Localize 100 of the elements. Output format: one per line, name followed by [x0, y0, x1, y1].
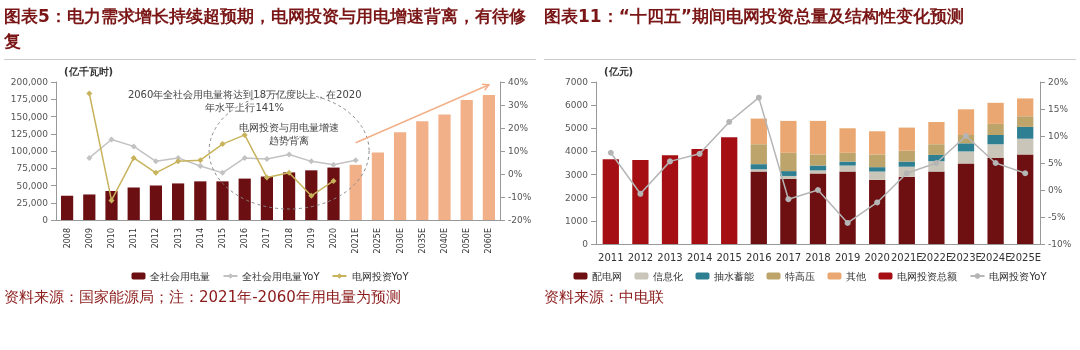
x-tick-label: 2021E: [890, 251, 923, 263]
bar: [869, 171, 886, 180]
point: [963, 133, 969, 139]
x-tick-label: 2015: [218, 228, 227, 249]
point: [175, 158, 182, 165]
bar: [869, 131, 886, 155]
x-tick-label: 2019: [834, 251, 861, 263]
bar: [238, 178, 251, 220]
point: [667, 158, 673, 165]
y-tick-label: 150,000: [10, 111, 49, 122]
bar: [260, 176, 274, 220]
bar: [83, 194, 96, 220]
point: [130, 143, 137, 150]
bar: [305, 170, 318, 220]
y2-tick-label: 40%: [508, 77, 529, 87]
point: [815, 187, 821, 193]
bar: [839, 171, 856, 244]
y-tick-label: 125,000: [10, 128, 49, 139]
point: [130, 154, 137, 161]
annotation: 2060年全社会用电量将达到18万亿度以上，在2020年水平上行141%: [127, 89, 362, 114]
x-tick-label: 2035E: [417, 228, 427, 254]
point: [308, 158, 315, 165]
bar: [750, 164, 767, 170]
bar: [602, 159, 619, 244]
y-tick-label: 5000: [565, 123, 589, 134]
point: [263, 156, 270, 163]
bar: [750, 169, 767, 172]
point: [152, 158, 159, 165]
point: [330, 177, 337, 184]
point: [86, 90, 93, 97]
bar: [839, 161, 856, 166]
bar: [1017, 154, 1034, 244]
point: [992, 160, 999, 166]
x-tick-label: 2022E: [920, 251, 953, 263]
y2-tick-label: -10%: [1048, 239, 1072, 249]
bar: [957, 109, 975, 135]
bar: [869, 154, 886, 168]
y-tick-label: 25,000: [16, 197, 49, 208]
point: [241, 154, 248, 161]
bar: [809, 154, 827, 166]
point: [286, 151, 293, 158]
y2-tick-label: 0%: [508, 169, 523, 179]
legend-label: 全社会用电量: [150, 270, 211, 282]
x-tick-label: 2016: [746, 251, 772, 263]
chart-title: 图表5：电力需求增长持续超预期，电网投资与用电增速背离，有待修复: [4, 0, 536, 60]
point: [152, 169, 159, 176]
y2-tick-label: -10%: [508, 192, 532, 202]
bar: [1017, 116, 1034, 127]
bar: [928, 171, 945, 244]
bar: [839, 128, 856, 153]
point: [607, 149, 614, 156]
legend-label: 电网投资YoY: [351, 270, 410, 282]
point: [874, 199, 881, 206]
point: [755, 94, 762, 101]
point: [263, 174, 270, 181]
bar: [987, 135, 1004, 145]
x-tick-label: 2017: [262, 228, 272, 249]
y-tick-label: 7000: [565, 77, 589, 87]
x-tick-label: 2017: [775, 251, 802, 263]
bar: [928, 122, 945, 145]
bar: [1017, 98, 1034, 117]
legend-label: 其他: [846, 270, 867, 282]
x-tick-label: 2013: [173, 228, 183, 249]
legend-label: 电网投资YoY: [989, 270, 1048, 282]
chart-title: 图表11：“十四五”期间电网投资总量及结构性变化预测: [544, 0, 1076, 60]
y-tick-label: 3000: [565, 169, 589, 180]
bar: [957, 163, 975, 244]
x-tick-label: 2024E: [979, 251, 1012, 263]
bar: [780, 152, 797, 172]
bar: [194, 181, 207, 220]
point: [219, 169, 226, 176]
point: [197, 157, 204, 164]
bar: [172, 183, 185, 220]
x-tick-label: 2012: [627, 251, 654, 263]
bar: [928, 144, 945, 155]
bar: [809, 173, 827, 244]
bar: [283, 172, 296, 220]
x-tick-label: 2014: [195, 228, 205, 249]
y-tick-label: 1000: [565, 215, 589, 226]
x-tick-label: 2014: [686, 251, 713, 263]
bar: [780, 120, 797, 153]
bar: [482, 95, 496, 220]
y-tick-label: 6000: [565, 100, 589, 111]
point: [219, 141, 226, 148]
y2-tick-label: 20%: [1048, 77, 1069, 87]
x-tick-label: 2012: [151, 228, 161, 249]
bar: [460, 99, 473, 220]
x-tick-label: 2019: [306, 228, 316, 249]
y-tick-label: 175,000: [10, 94, 49, 105]
legend-label: 特高压: [785, 270, 816, 282]
point: [726, 118, 733, 125]
text: 资料来源：国家能源局；注：2021年-2060年用电量为预测: [4, 287, 402, 308]
bar: [780, 178, 797, 244]
legend-label: 抽水蓄能: [714, 270, 755, 282]
y2-tick-label: 5%: [1048, 158, 1063, 168]
bar: [750, 118, 767, 145]
bar: [987, 102, 1004, 124]
bar: [1017, 126, 1034, 139]
bar: [61, 195, 74, 220]
x-tick-label: 2023E: [950, 251, 982, 263]
